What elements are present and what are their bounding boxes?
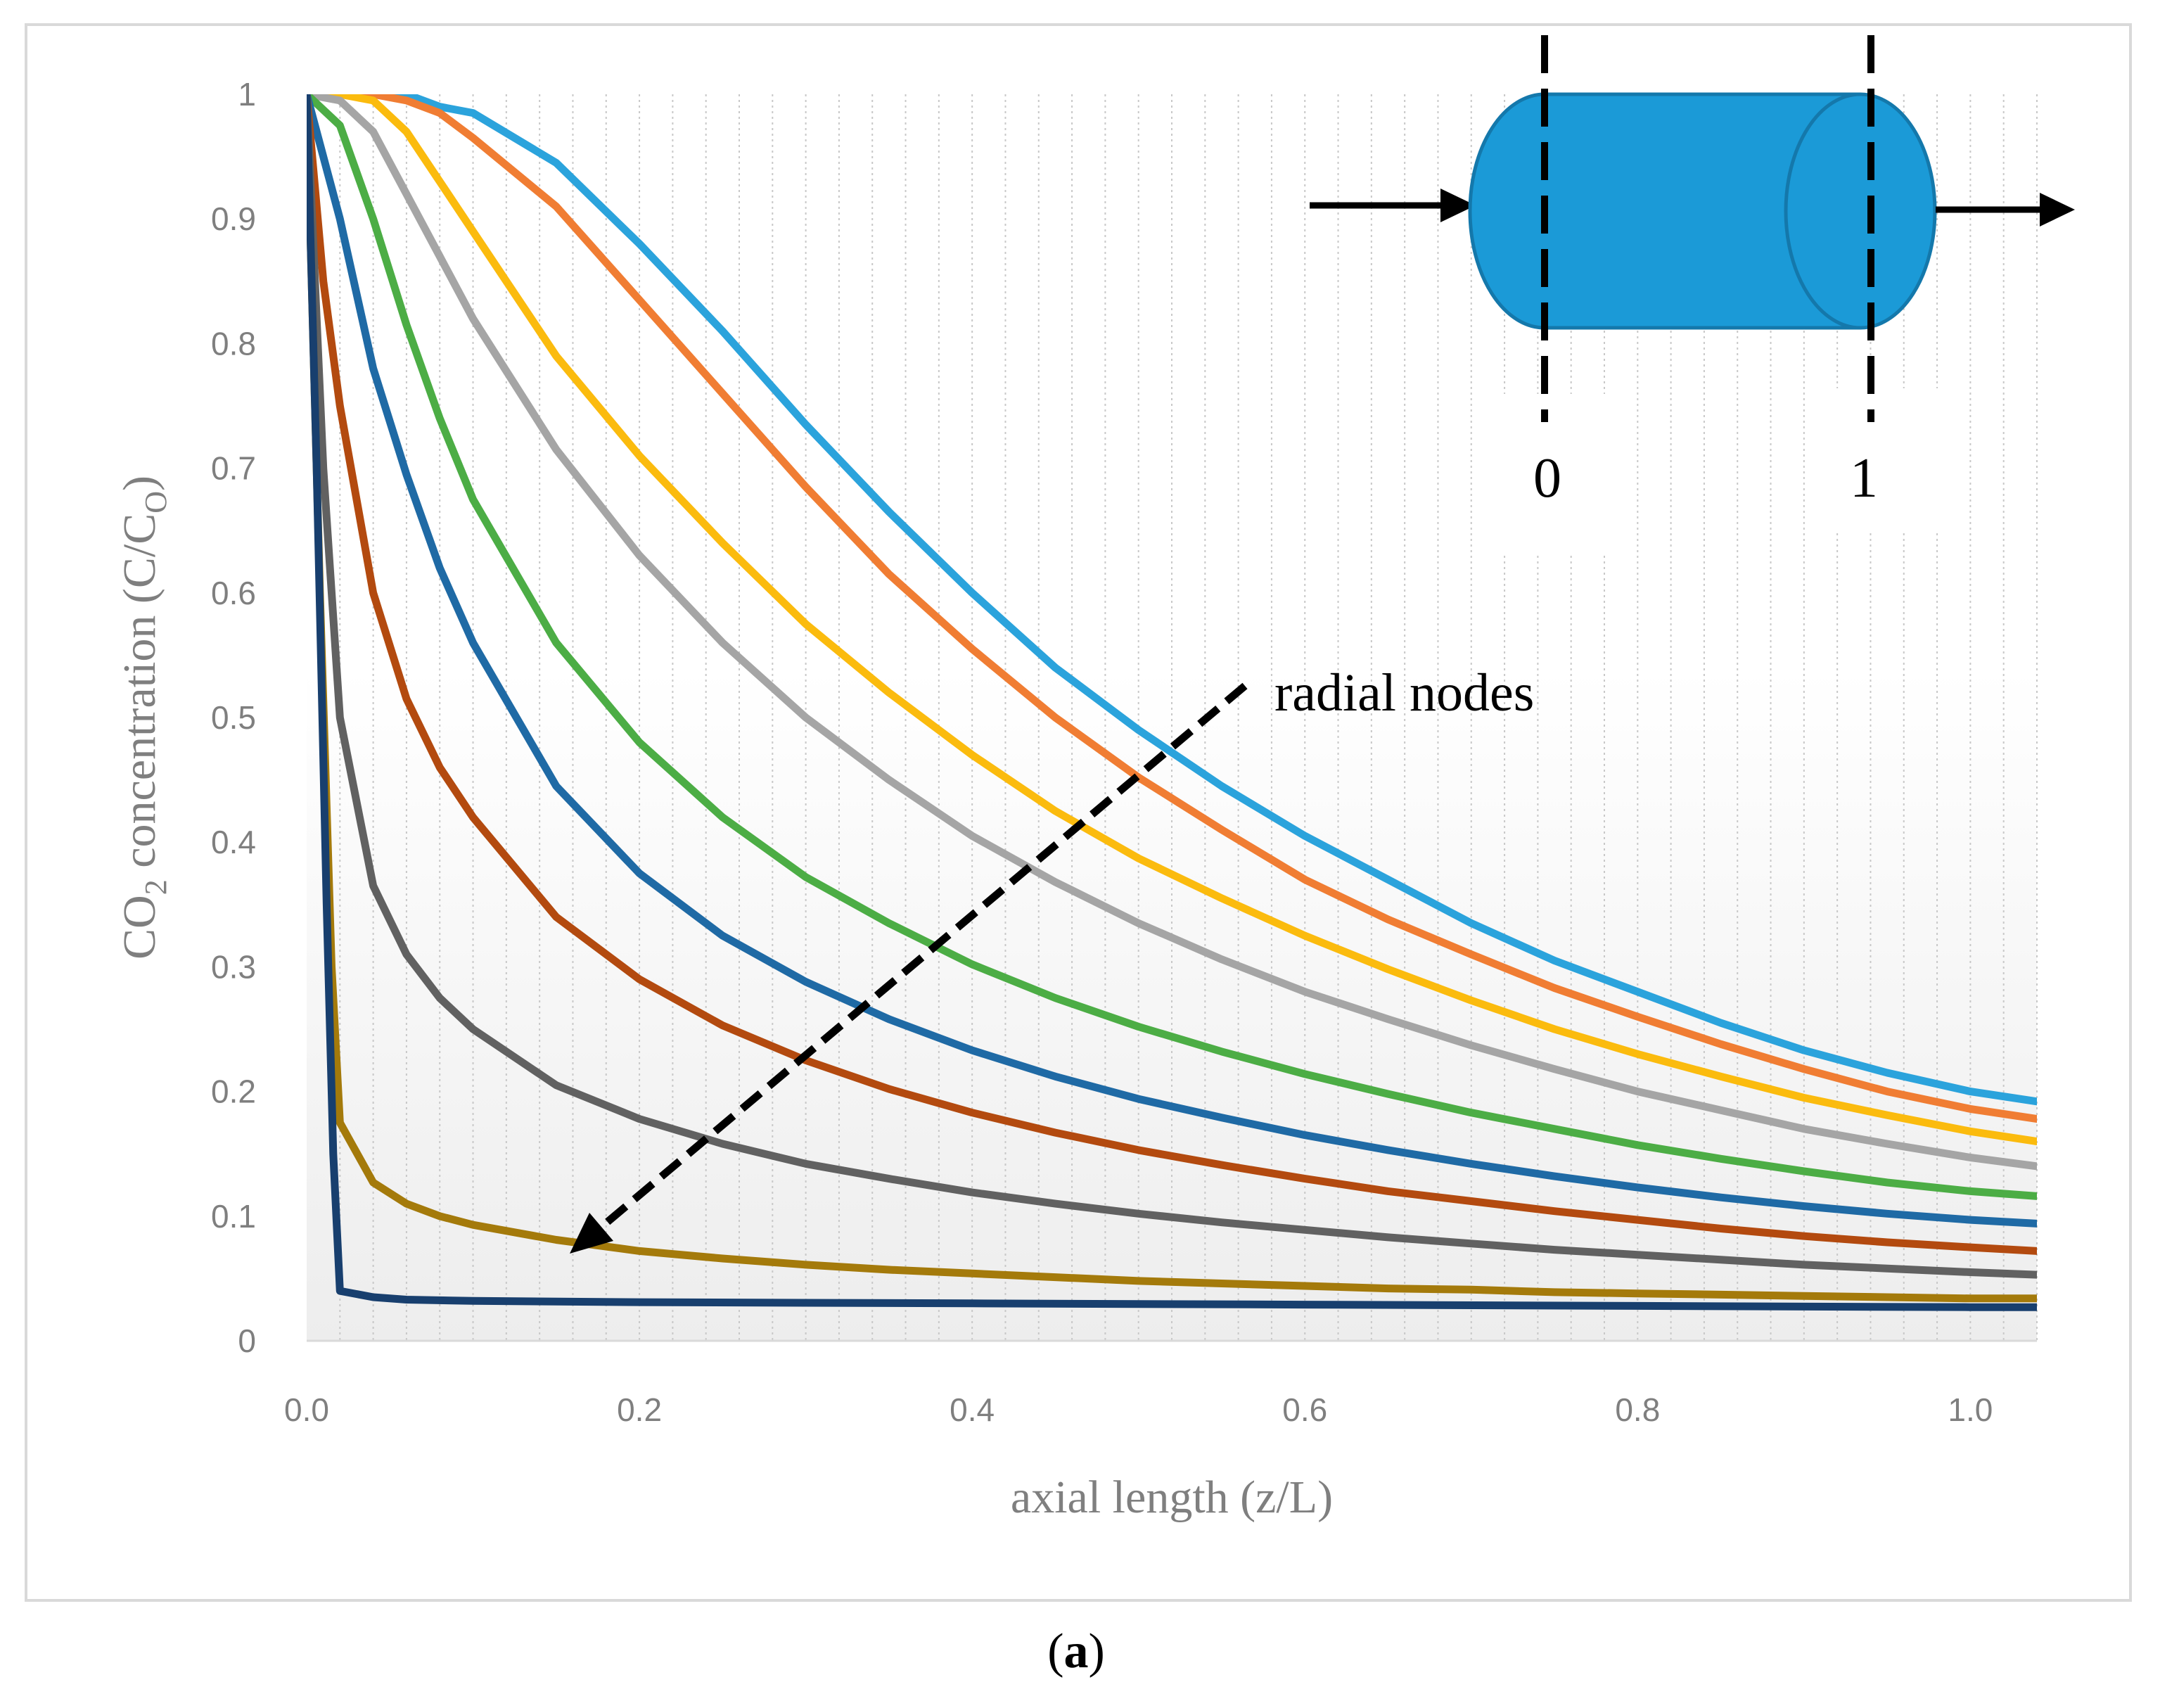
- series-line-2: [307, 94, 2037, 1123]
- caption-paren-close: ): [1089, 1624, 1105, 1678]
- y-tick-label: 0.2: [211, 1073, 256, 1110]
- y-tick-label: 0.4: [211, 824, 256, 860]
- x-tick-label: 0.6: [1282, 1391, 1327, 1428]
- caption-paren-open: (: [1047, 1624, 1063, 1678]
- y-axis-title-subscript: O: [139, 491, 173, 514]
- outlet-arrowhead: [2040, 193, 2075, 227]
- y-tick-label: 0.8: [211, 325, 256, 362]
- series-line-5: [307, 94, 2037, 1200]
- x-tick-label: 1.0: [1948, 1391, 1993, 1428]
- x-tick-label: 0.8: [1615, 1391, 1660, 1428]
- inset-label-one: 1: [1850, 447, 1878, 509]
- series-line-10: [307, 94, 2037, 1311]
- y-axis-title-part: concentration (C/C: [114, 514, 165, 880]
- series-line-1: [307, 94, 2037, 1106]
- series-line-8: [307, 94, 2037, 1279]
- radial-nodes-label: radial nodes: [1274, 663, 1534, 722]
- reactor-cylinder-body: [1468, 92, 1937, 330]
- y-tick-label: 0.7: [211, 450, 256, 487]
- inset-label-zero: 0: [1533, 447, 1561, 509]
- series-line-3: [307, 94, 2037, 1145]
- inset-label-backing: [1805, 388, 1957, 533]
- x-axis-title: axial length (z/L): [1011, 1472, 1333, 1523]
- series-line-9: [307, 94, 2037, 1303]
- y-axis-title-part: ): [114, 476, 165, 491]
- y-axis-title-subscript: 2: [139, 879, 173, 895]
- x-tick-label: 0.4: [950, 1391, 995, 1428]
- x-tick-label: 0.0: [284, 1391, 329, 1428]
- reactor-cylinder-cap: [1784, 92, 1861, 330]
- y-axis-title: CO2 concentration (C/CO): [114, 476, 173, 960]
- radial-nodes-arrowhead: [570, 1213, 613, 1254]
- y-tick-label: 0.5: [211, 699, 256, 736]
- y-axis-title-part: CO: [114, 895, 165, 960]
- series-line-7: [307, 94, 2037, 1255]
- x-axis-ticks: 0.0 0.2 0.4 0.6 0.8 1.0: [284, 1391, 1993, 1428]
- y-axis-ticks: 0 0.1 0.2 0.3 0.4 0.5 0.6 0.7 0.8 0.9 1: [211, 76, 256, 1359]
- y-tick-label: 0.1: [211, 1198, 256, 1235]
- radial-nodes-arrow: [575, 682, 1248, 1250]
- figure-caption: (a): [1047, 1624, 1105, 1678]
- y-tick-label: 0: [238, 1323, 256, 1359]
- caption-letter: a: [1064, 1624, 1089, 1678]
- x-tick-label: 0.2: [617, 1391, 662, 1428]
- inlet-arrowhead: [1440, 189, 1476, 222]
- series-group: [307, 94, 2037, 1311]
- y-tick-label: 1: [238, 76, 256, 113]
- inset-label-backing: [1484, 394, 1636, 556]
- reactor-inset: 0 1: [1310, 35, 2075, 556]
- y-tick-label: 0.9: [211, 200, 256, 237]
- y-tick-label: 0.3: [211, 948, 256, 985]
- series-line-6: [307, 94, 2037, 1228]
- series-line-4: [307, 94, 2037, 1171]
- y-tick-label: 0.6: [211, 575, 256, 611]
